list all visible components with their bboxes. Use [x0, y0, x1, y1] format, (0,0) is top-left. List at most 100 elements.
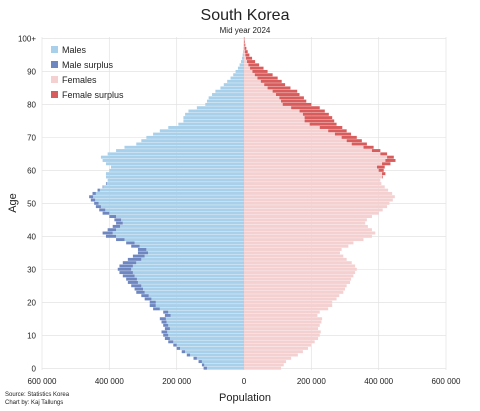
male-surplus-bar [164, 337, 170, 340]
female-bar [244, 205, 388, 209]
male-bar [223, 83, 244, 87]
male-bar [95, 198, 245, 202]
female-surplus-bar [267, 86, 291, 90]
female-bar [244, 145, 364, 149]
male-bar [139, 244, 244, 248]
female-bar [244, 261, 352, 265]
female-surplus-bar [260, 79, 282, 83]
female-bar [244, 149, 372, 153]
male-bar [241, 56, 244, 60]
male-bar [242, 53, 244, 57]
male-bar [132, 271, 244, 275]
male-bar [143, 287, 244, 291]
female-bar [244, 185, 385, 189]
male-bar [167, 330, 244, 334]
male-surplus-bar [164, 327, 170, 331]
male-bar [134, 274, 244, 278]
male-surplus-bar [116, 221, 123, 225]
female-bar [244, 155, 388, 159]
legend-label: Male surplus [62, 60, 114, 70]
female-bar [244, 353, 298, 357]
male-bar [235, 69, 244, 73]
female-bar [244, 201, 390, 205]
female-bar [244, 317, 323, 321]
female-surplus-bar [257, 76, 278, 80]
female-bar [244, 89, 273, 93]
female-bar [244, 182, 382, 186]
female-bar [244, 139, 347, 143]
female-bar [244, 126, 320, 129]
male-bar [109, 211, 244, 215]
female-bar [244, 307, 329, 311]
male-bar [141, 257, 244, 261]
female-bar [244, 63, 249, 67]
male-surplus-bar [198, 360, 202, 364]
female-bar [244, 350, 303, 354]
male-surplus-bar [122, 261, 137, 265]
male-bar [136, 261, 244, 265]
male-bar [111, 165, 245, 169]
male-bar [168, 333, 244, 337]
female-bar [244, 280, 351, 284]
female-bar [244, 330, 321, 334]
female-bar [244, 178, 381, 182]
chart-title: South Korea [201, 7, 290, 24]
male-bar [148, 294, 244, 298]
female-bar [244, 50, 245, 54]
female-bar [244, 231, 376, 235]
female-bar [244, 168, 379, 172]
female-surplus-bar [309, 122, 337, 126]
male-surplus-bar [97, 188, 100, 192]
male-bar [109, 168, 244, 172]
male-surplus-bar [163, 333, 169, 337]
male-surplus-bar [105, 182, 107, 186]
female-bar [244, 300, 333, 304]
male-bar [155, 304, 244, 308]
male-surplus-bar [102, 185, 104, 189]
female-surplus-bar [304, 116, 333, 120]
male-surplus-bar [99, 208, 106, 212]
male-bar [237, 66, 244, 70]
male-surplus-bar [134, 287, 143, 291]
female-surplus-bar [363, 145, 374, 149]
female-surplus-bar [346, 139, 362, 143]
female-bar [244, 66, 251, 70]
male-surplus-bar [141, 294, 149, 298]
female-bar [244, 86, 268, 90]
x-tick-label: 600 000 [28, 377, 57, 386]
y-tick-label: 90 [27, 68, 36, 77]
female-bar [244, 248, 342, 251]
male-bar [155, 300, 244, 304]
male-surplus-bar [159, 317, 166, 321]
male-surplus-bar [203, 366, 207, 370]
male-bar [183, 119, 244, 123]
female-bar [244, 46, 245, 50]
male-surplus-bar [107, 228, 117, 232]
male-bar [243, 50, 244, 54]
chart-legend: Males Male surplus Females Female surplus [51, 45, 124, 100]
male-bar [169, 327, 244, 331]
male-bar [206, 366, 244, 370]
female-surplus-bar [387, 155, 394, 159]
male-bar [185, 350, 244, 354]
female-bar [244, 277, 352, 281]
female-bar [244, 93, 276, 96]
male-bar [105, 208, 244, 212]
female-bar [244, 158, 386, 162]
female-bar [244, 257, 347, 261]
male-bar [176, 343, 244, 347]
female-bar [244, 228, 372, 232]
male-bar [141, 284, 244, 288]
female-bar [244, 96, 280, 100]
male-bar [190, 353, 244, 357]
female-bar [244, 208, 383, 212]
male-surplus-bar [164, 313, 171, 317]
male-bar [215, 89, 244, 93]
male-bar [159, 129, 244, 133]
male-surplus-bar [92, 191, 96, 195]
female-surplus-bar [279, 96, 304, 100]
female-bar [244, 165, 377, 169]
male-bar [112, 231, 244, 235]
male-surplus-bar [102, 211, 110, 215]
female-surplus-bar [244, 50, 248, 54]
